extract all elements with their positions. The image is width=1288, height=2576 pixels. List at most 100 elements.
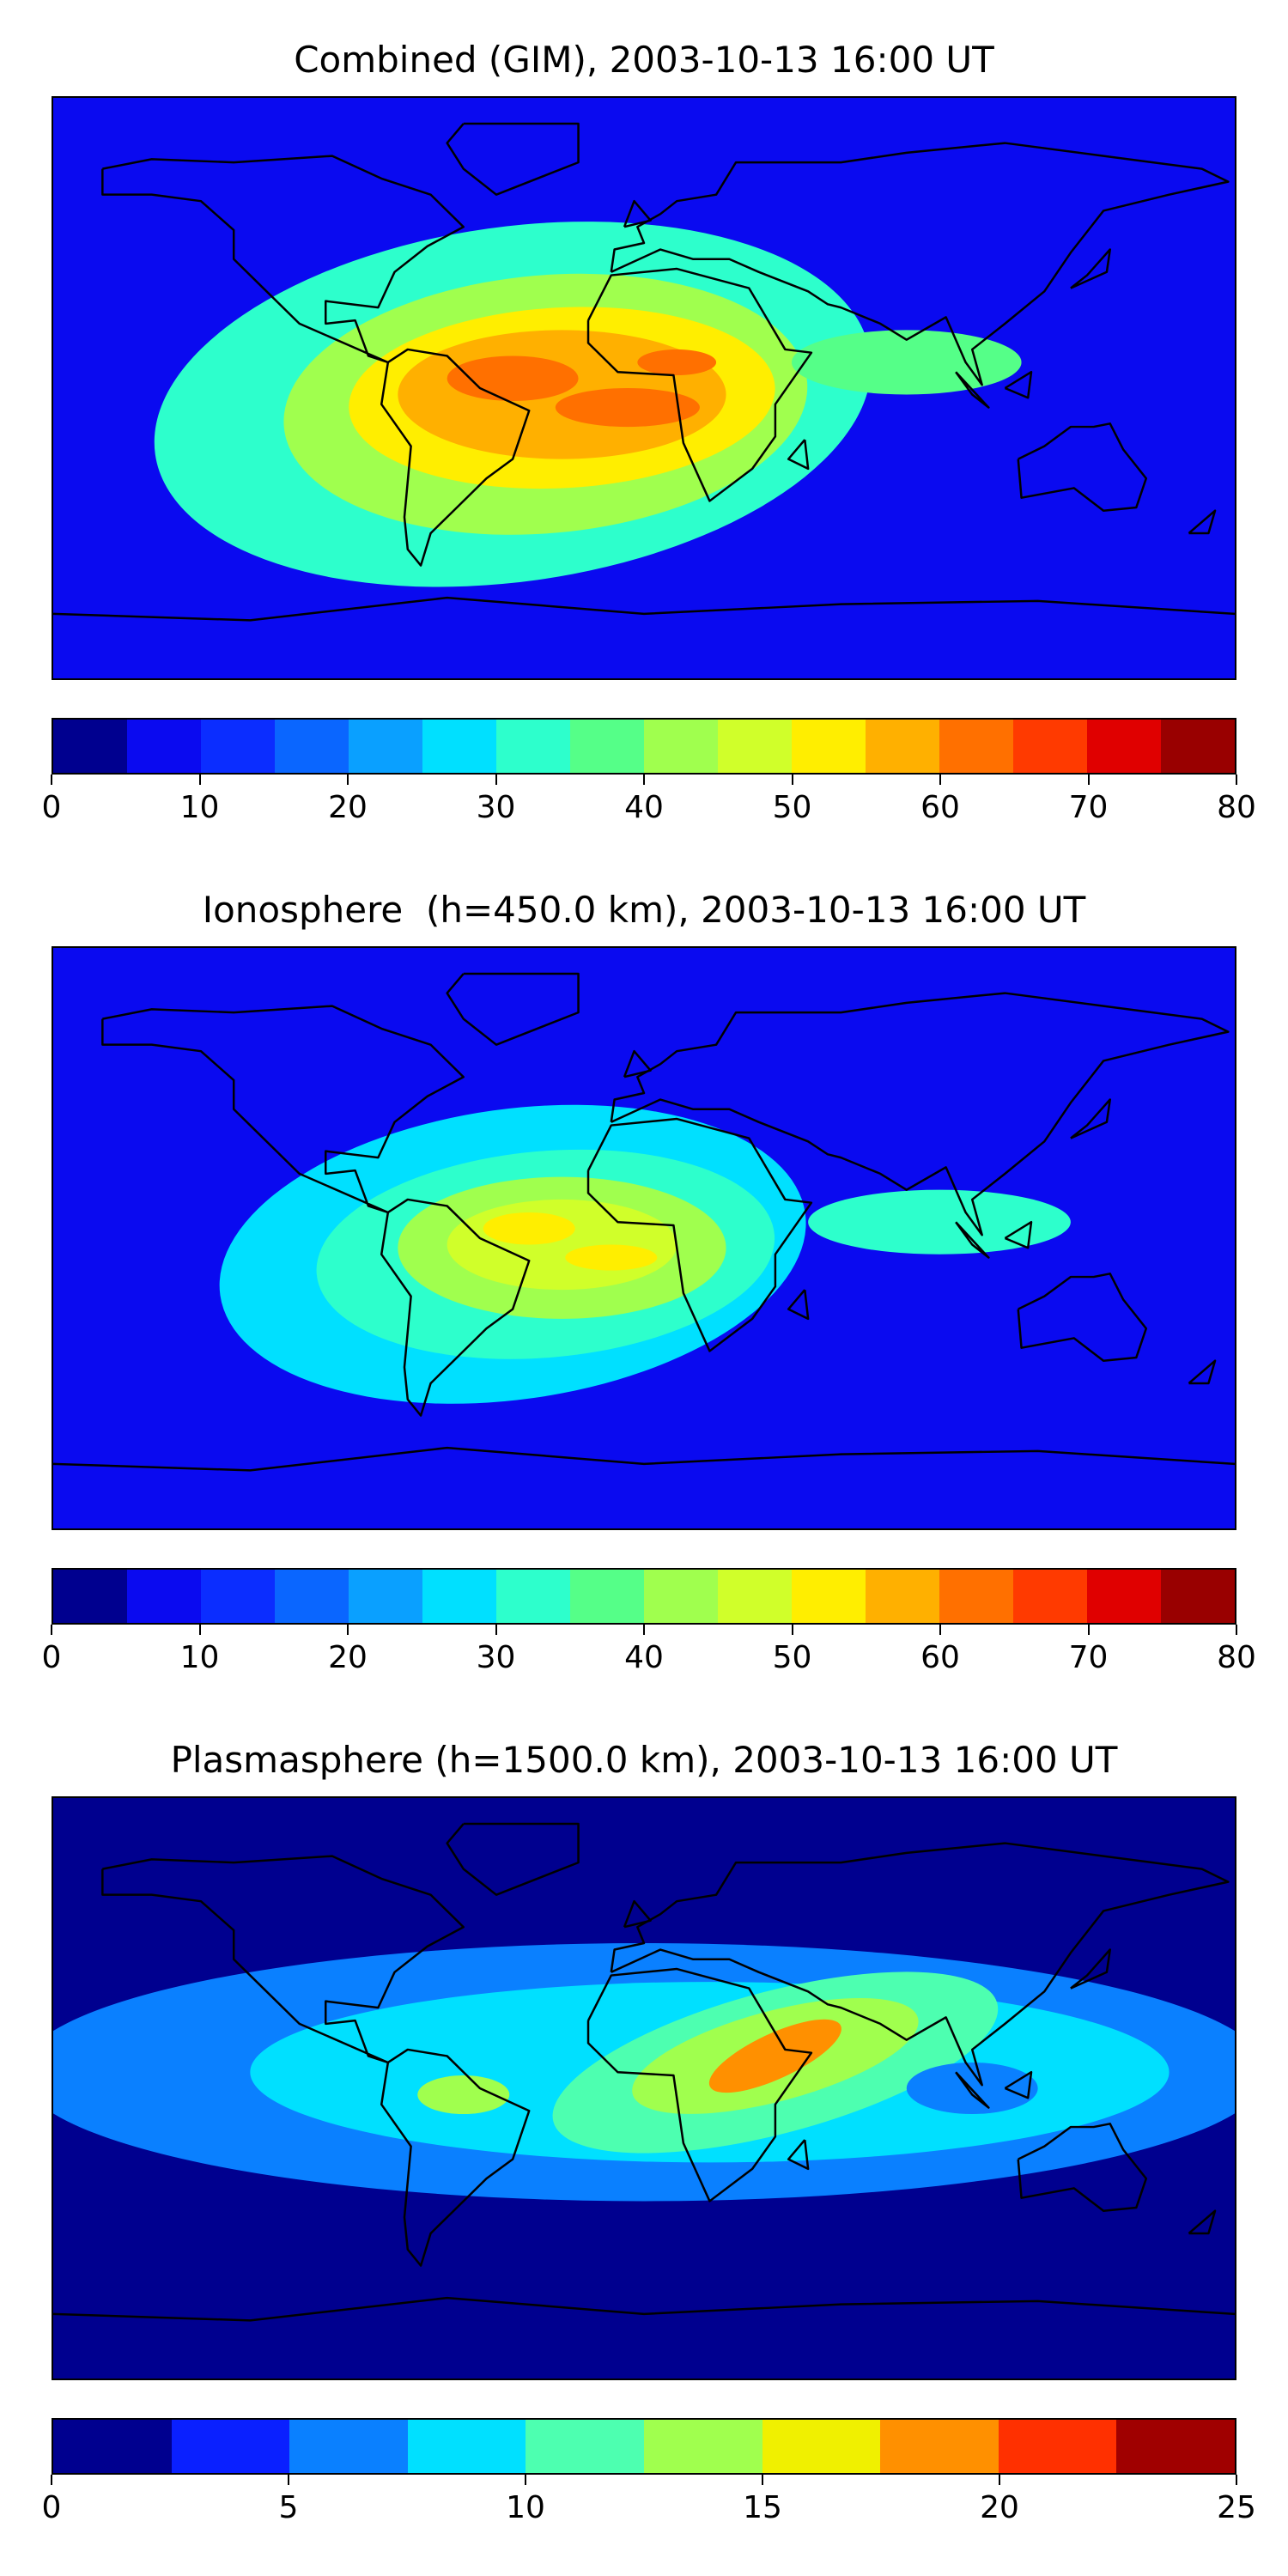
colorbar-segment — [127, 720, 201, 773]
colorbar-segment — [718, 720, 792, 773]
colorbar-segment — [127, 1570, 201, 1623]
coastline — [1017, 422, 1148, 512]
colorbar-segment — [275, 1570, 349, 1623]
colorbar-segment — [496, 720, 570, 773]
coastline — [586, 1967, 813, 2202]
contour-region — [792, 330, 1022, 395]
contour-region — [565, 1244, 658, 1271]
colorbar-segment — [1087, 720, 1161, 773]
colorbar-segment — [53, 2420, 172, 2473]
contour-region — [906, 2062, 1038, 2115]
coastline — [955, 371, 990, 409]
colorbar-tick-label: 30 — [476, 790, 516, 825]
colorbar-segment — [275, 720, 349, 773]
colorbar-tick — [288, 2475, 289, 2485]
tec-map — [52, 96, 1236, 680]
colorbar-tick-label: 5 — [278, 2490, 299, 2525]
colorbar-tick-label: 20 — [328, 1640, 368, 1675]
colorbar-tick-label: 70 — [1068, 1640, 1109, 1675]
coastline — [446, 972, 580, 1046]
coastline — [101, 1005, 465, 1214]
coastline — [787, 1289, 810, 1321]
colorbar-tick — [347, 775, 349, 785]
colorbar-segment — [880, 2420, 999, 2473]
coastline — [1004, 1220, 1033, 1249]
colorbar-segment — [526, 2420, 644, 2473]
colorbar-tick-label: 60 — [920, 790, 960, 825]
chart-title: Plasmasphere (h=1500.0 km), 2003-10-13 1… — [170, 1739, 1118, 1781]
colorbar-tick — [1236, 1625, 1237, 1635]
coastline — [1188, 2209, 1217, 2235]
colorbar-segment — [1161, 720, 1235, 773]
colorbar-segment — [422, 1570, 496, 1623]
colorbar-tick — [643, 775, 645, 785]
colorbar-tick — [51, 1625, 52, 1635]
colorbar-segment — [289, 2420, 408, 2473]
coastline — [53, 1446, 1235, 1472]
colorbar-segment — [349, 1570, 422, 1623]
colorbar-tick-label: 70 — [1068, 790, 1109, 825]
colorbar-tick-label: 50 — [772, 1640, 812, 1675]
colorbar-tick-label: 10 — [179, 790, 220, 825]
colorbar-tick-label: 0 — [41, 1640, 62, 1675]
coastline — [610, 1842, 1230, 2087]
colorbar-segment — [939, 1570, 1013, 1623]
contour-region — [417, 2075, 510, 2115]
colorbar — [52, 1568, 1236, 1625]
chart-title: Combined (GIM), 2003-10-13 16:00 UT — [294, 39, 994, 81]
colorbar-segment — [1013, 720, 1087, 773]
coastline — [380, 1198, 531, 1417]
coastline — [623, 1899, 652, 1929]
colorbar-segment — [1116, 2420, 1235, 2473]
coastline — [1070, 1948, 1112, 1990]
colorbar-segment — [1013, 1570, 1087, 1623]
colorbar-segment — [1161, 1570, 1235, 1623]
colorbar-ticks: 0 5 10 15 20 25 — [42, 2475, 1256, 2526]
colorbar-tick-label: 30 — [476, 1640, 516, 1675]
coastline — [101, 155, 465, 364]
colorbar-tick — [495, 775, 497, 785]
colorbar-segment — [570, 1570, 644, 1623]
colorbar-tick-label: 60 — [920, 1640, 960, 1675]
coastline — [1188, 509, 1217, 535]
colorbar-tick-label: 20 — [328, 790, 368, 825]
contour-region — [555, 388, 700, 428]
coastline — [787, 2139, 810, 2171]
colorbar-tick — [999, 2475, 1000, 2485]
colorbar-tick-label: 10 — [179, 1640, 220, 1675]
colorbar-tick-label: 40 — [624, 790, 664, 825]
coastline — [623, 199, 652, 228]
colorbar-tick-label: 20 — [980, 2490, 1019, 2525]
colorbar-segment — [644, 720, 718, 773]
chart-title: Ionosphere (h=450.0 km), 2003-10-13 16:0… — [202, 889, 1086, 931]
coastline — [446, 122, 580, 196]
contour-region — [483, 1212, 575, 1245]
colorbar-segment — [718, 1570, 792, 1623]
coastline — [380, 348, 531, 567]
colorbar-segment — [53, 1570, 127, 1623]
colorbar-segment — [201, 1570, 275, 1623]
tec-map — [52, 1796, 1236, 2380]
colorbar-tick-label: 80 — [1217, 1640, 1256, 1675]
colorbar-segment — [201, 720, 275, 773]
coastline — [586, 267, 813, 502]
coastline — [1188, 1359, 1217, 1385]
tec-map — [52, 946, 1236, 1530]
coastline — [955, 2071, 990, 2109]
colorbar — [52, 718, 1236, 775]
contour-region — [637, 349, 717, 375]
colorbar-tick — [1236, 775, 1237, 785]
contour-region — [447, 1199, 677, 1291]
colorbar-segment — [762, 2420, 881, 2473]
colorbar-segment — [998, 2420, 1117, 2473]
colorbar-segment — [644, 1570, 718, 1623]
colorbar-tick — [51, 775, 52, 785]
colorbar-tick — [1087, 1625, 1090, 1635]
colorbar-segment — [53, 720, 127, 773]
colorbar-tick — [1087, 775, 1090, 785]
colorbar-segment — [171, 2420, 290, 2473]
coastline — [101, 1855, 465, 2064]
colorbar-tick — [791, 1625, 793, 1635]
coastline — [1070, 1098, 1112, 1139]
coastline — [446, 1822, 580, 1896]
